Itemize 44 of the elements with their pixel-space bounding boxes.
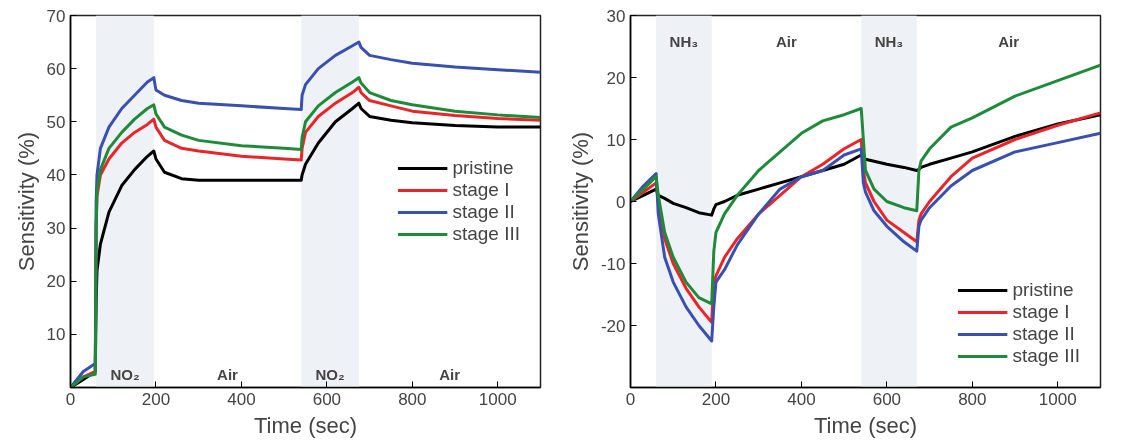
- legend-label: stage II: [452, 201, 515, 223]
- y-tick-label: 20: [606, 68, 626, 88]
- legend-label: stage I: [1012, 301, 1070, 323]
- annotation: Air: [776, 33, 798, 51]
- y-tick-label: 30: [46, 219, 66, 239]
- band-label: NH₃: [874, 33, 904, 51]
- y-tick-label: 50: [46, 112, 66, 132]
- x-tick-label: 600: [872, 389, 902, 409]
- y-tick-label: 20: [46, 272, 66, 292]
- y-tick-label: 40: [46, 165, 66, 185]
- x-tick-label: 800: [958, 389, 987, 409]
- x-tick-label: 800: [398, 389, 427, 409]
- y-tick-label: 0: [616, 192, 626, 212]
- legend-label: pristine: [1012, 279, 1074, 301]
- x-tick-label: 200: [141, 389, 171, 409]
- y-axis-title: Sensitivity (%): [567, 131, 593, 272]
- annotation: Air: [217, 365, 239, 383]
- x-tick-label: 400: [787, 389, 816, 409]
- annotation: Air: [998, 33, 1020, 51]
- legend-label: pristine: [452, 157, 514, 179]
- x-tick-label: 1000: [478, 389, 517, 409]
- x-tick-label: 200: [701, 389, 731, 409]
- band-label: NO₂: [315, 365, 345, 383]
- annotation: Air: [439, 365, 461, 383]
- y-tick-label: 60: [46, 59, 66, 79]
- y-tick-label: -10: [600, 254, 626, 274]
- band-label: NO₂: [110, 365, 140, 383]
- x-tick-label: 400: [227, 389, 256, 409]
- y-tick-label: 70: [46, 6, 66, 26]
- legend-label: stage II: [1012, 323, 1075, 345]
- legend-label: stage III: [452, 223, 520, 245]
- y-tick-label: -20: [600, 316, 626, 336]
- x-axis-title: Time (sec): [253, 412, 358, 438]
- y-tick-label: 30: [606, 6, 626, 26]
- line-series: [630, 63, 1101, 306]
- x-tick-label: 600: [312, 389, 342, 409]
- legend-label: stage III: [1012, 345, 1080, 367]
- band-label: NH₃: [669, 33, 699, 51]
- legend-label: stage I: [452, 179, 510, 201]
- y-tick-label: 10: [46, 325, 66, 345]
- y-axis-title: Sensitivity (%): [13, 131, 39, 272]
- y-tick-label: 10: [606, 130, 626, 150]
- x-tick-label: 1000: [1038, 389, 1077, 409]
- x-axis-title: Time (sec): [813, 412, 918, 438]
